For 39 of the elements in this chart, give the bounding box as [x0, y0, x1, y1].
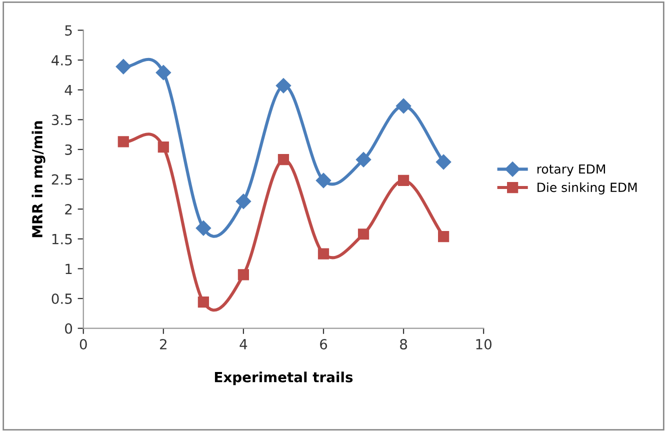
point — [118, 136, 129, 148]
point — [398, 174, 410, 186]
point — [358, 228, 370, 240]
y-tick-label: 2 — [65, 204, 72, 214]
x-tick-label: 10 — [476, 338, 492, 350]
y-tick-label: 3.5 — [52, 114, 72, 126]
point — [156, 65, 171, 80]
point — [278, 154, 290, 166]
x-tick-label: 6 — [320, 338, 328, 350]
y-tick-label: 5 — [65, 25, 72, 36]
x-axis-title: Experimetal trails — [214, 372, 353, 386]
y-tick-label: 0.5 — [52, 293, 72, 304]
y-axis-title: MRR in mg/min — [32, 121, 46, 238]
y-tick-label: 0 — [65, 323, 72, 334]
x-tick-label: 8 — [400, 338, 408, 350]
point — [436, 154, 452, 170]
y-tick-label: 4.5 — [52, 55, 72, 66]
point — [158, 142, 169, 153]
point — [316, 172, 332, 188]
point — [116, 59, 131, 74]
y-tick-label: 3 — [65, 144, 72, 155]
point — [318, 248, 330, 260]
x-tick-label: 4 — [240, 339, 248, 350]
point — [196, 220, 212, 236]
legend-label: Die sinking EDM — [538, 182, 637, 195]
x-tick-label: 0 — [80, 338, 87, 350]
point — [396, 98, 412, 114]
y-tick-label: 1 — [66, 264, 72, 274]
y-tick-label: 1.5 — [52, 234, 72, 244]
y-tick-label: 4 — [64, 85, 72, 96]
point — [438, 230, 450, 242]
legend-label: rotary EDM — [537, 164, 605, 176]
y-tick-label: 2.5 — [52, 174, 72, 185]
point — [356, 152, 372, 168]
x-tick-label: 2 — [160, 338, 166, 350]
point — [238, 269, 250, 280]
point — [198, 296, 209, 308]
point — [236, 194, 252, 209]
point — [276, 78, 292, 94]
